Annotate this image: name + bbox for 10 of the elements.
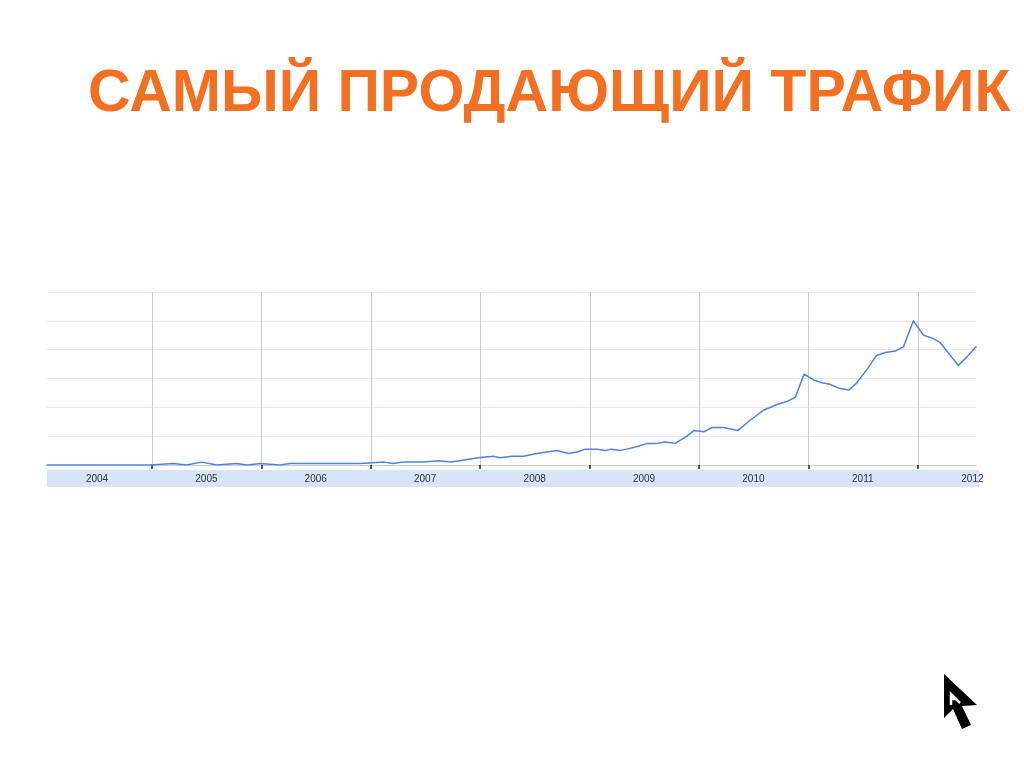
x-tick-label: 2008 [523,472,547,484]
x-tick-label: 2009 [632,472,656,484]
x-tick-label: 2006 [304,472,328,484]
x-tick-label: 2011 [852,472,874,484]
x-tick-label: 2004 [85,472,109,484]
x-tick-label: 2010 [742,472,765,484]
x-tick-label: 2012 [961,472,984,484]
chart-title: САМЫЙ ПРОДАЮЩИЙ ТРАФИК [88,56,1012,124]
x-tick-label: 2007 [413,472,437,484]
x-tick-label: 2005 [195,472,218,484]
